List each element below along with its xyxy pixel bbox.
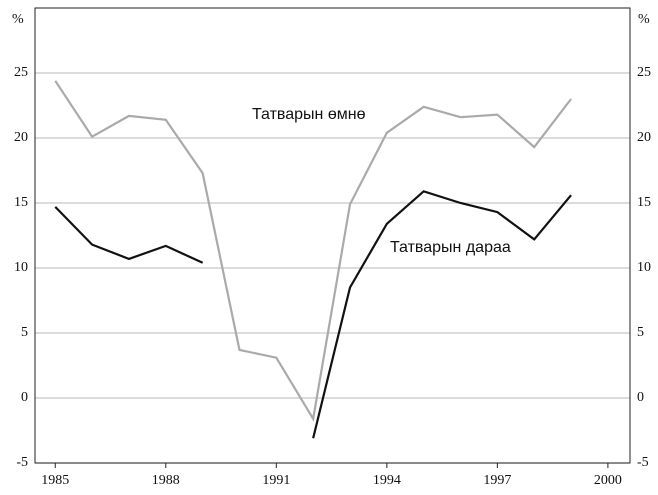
y-label-left: % [12,12,24,27]
y-tick-label: 0 [637,390,644,405]
x-tick-label: 2000 [594,473,622,488]
series-line [312,190,572,439]
y-tick-label: -5 [16,455,28,470]
series-line [54,206,204,264]
x-tick-label: 1994 [373,473,401,488]
y-tick-label: 5 [21,325,28,340]
y-tick-label: 25 [14,65,28,80]
plot-frame [34,7,631,464]
y-tick-label: 15 [14,195,28,210]
y-tick-label: 10 [14,260,28,275]
series-label: Татварын дараа [390,239,511,256]
series-line [54,80,572,422]
series-label: Татварын өмнө [252,106,366,123]
y-tick-label: 25 [637,65,651,80]
y-tick-label: 5 [637,325,644,340]
x-tick-label: 1997 [483,473,511,488]
y-tick-label: 10 [637,260,651,275]
y-tick-label: 20 [14,130,28,145]
y-tick-label: 15 [637,195,651,210]
y-tick-label: 0 [21,390,28,405]
y-tick-label: -5 [637,455,649,470]
y-label-right: % [638,12,650,27]
x-tick-label: 1988 [152,473,180,488]
x-tick-label: 1985 [41,473,69,488]
x-tick-label: 1991 [262,473,290,488]
y-tick-label: 20 [637,130,651,145]
